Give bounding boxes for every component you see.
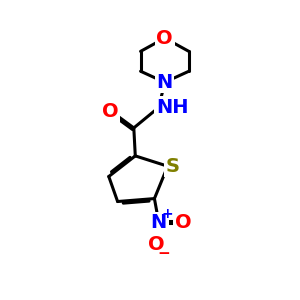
Text: N: N — [157, 73, 173, 92]
Text: −: − — [158, 246, 170, 261]
Text: +: + — [161, 208, 173, 221]
Text: O: O — [148, 235, 164, 254]
Text: O: O — [175, 213, 191, 232]
Text: N: N — [151, 213, 167, 232]
Text: O: O — [102, 102, 119, 121]
Text: O: O — [156, 28, 173, 48]
Text: S: S — [166, 157, 180, 176]
Text: NH: NH — [156, 98, 188, 117]
